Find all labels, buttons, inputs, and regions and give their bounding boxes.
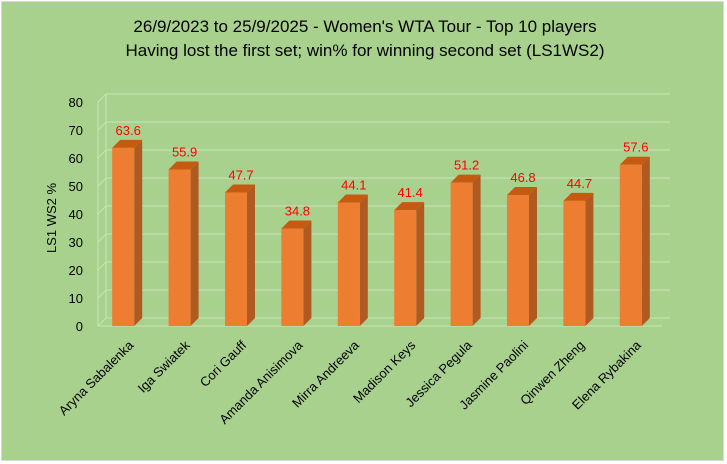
chart-title-line-1: 26/9/2023 to 25/9/2025 - Women's WTA Tou… bbox=[133, 17, 596, 36]
bar-top bbox=[225, 184, 255, 193]
bar-top bbox=[337, 194, 368, 203]
bar bbox=[563, 192, 594, 326]
chart-title-line-2: Having lost the first set; win% for winn… bbox=[125, 41, 604, 60]
data-label: 44.7 bbox=[567, 176, 592, 191]
y-tick-label: 70 bbox=[69, 123, 83, 138]
bar-top bbox=[563, 192, 594, 201]
data-label: 34.8 bbox=[285, 204, 310, 219]
bar-side bbox=[641, 156, 650, 326]
bar-top bbox=[281, 220, 312, 229]
bar bbox=[619, 156, 650, 326]
gridline-depth-1 bbox=[97, 289, 107, 299]
bar-front bbox=[225, 192, 247, 326]
y-tick-label: 60 bbox=[69, 151, 83, 166]
y-tick-label: 10 bbox=[69, 291, 83, 306]
gridline-depth-5 bbox=[97, 177, 107, 187]
y-tick-label: 20 bbox=[69, 263, 83, 278]
y-tick-label: 80 bbox=[69, 95, 83, 110]
gridline-depth-0 bbox=[97, 317, 107, 327]
y-tick-label: 30 bbox=[69, 235, 83, 250]
x-tick-label: Iga Swiatek bbox=[135, 337, 193, 395]
gridline-depth-2 bbox=[97, 261, 107, 271]
bar bbox=[225, 184, 255, 326]
bar-front bbox=[337, 202, 360, 326]
bar-front bbox=[168, 169, 191, 326]
bar-side bbox=[529, 186, 537, 326]
bar-side bbox=[585, 192, 594, 326]
bar-top bbox=[112, 139, 143, 148]
bar-side bbox=[359, 194, 368, 326]
data-label: 63.6 bbox=[116, 123, 141, 138]
bar-top bbox=[168, 161, 199, 170]
bar-side bbox=[134, 139, 143, 326]
bar bbox=[450, 174, 481, 326]
bar-side bbox=[190, 161, 199, 326]
x-tick-label: Cori Gauff bbox=[197, 337, 250, 390]
data-label: 41.4 bbox=[398, 185, 423, 200]
bar bbox=[168, 161, 199, 326]
y-axis-ticks: 0 10 20 30 40 50 60 70 80 bbox=[69, 95, 83, 334]
gridline-depth-4 bbox=[97, 205, 107, 215]
bar bbox=[507, 186, 537, 326]
bar-top bbox=[394, 202, 425, 211]
data-label: 57.6 bbox=[623, 140, 648, 155]
bars bbox=[112, 139, 650, 326]
bar-front bbox=[619, 164, 642, 326]
bar-side bbox=[416, 202, 425, 326]
data-labels: 63.6 55.9 47.7 34.8 44.1 41.4 51.2 46.8 44.7 57.6 bbox=[116, 123, 649, 219]
gridline-depth-8 bbox=[97, 93, 107, 103]
bar bbox=[337, 194, 368, 326]
data-label: 55.9 bbox=[172, 144, 197, 159]
bar-top bbox=[450, 174, 481, 183]
bar-front bbox=[563, 200, 586, 326]
data-label: 44.1 bbox=[341, 178, 366, 193]
y-tick-label: 40 bbox=[69, 207, 83, 222]
data-label: 51.2 bbox=[454, 158, 479, 173]
bar bbox=[394, 202, 425, 326]
bar-top bbox=[507, 186, 537, 195]
gridline-depth-6 bbox=[97, 149, 107, 159]
bar-front bbox=[112, 147, 135, 326]
y-tick-label: 50 bbox=[69, 179, 83, 194]
bar-top bbox=[619, 156, 650, 165]
bar bbox=[112, 139, 143, 326]
bar-front bbox=[450, 182, 473, 326]
bar-side bbox=[303, 220, 312, 326]
bar-side bbox=[247, 184, 255, 326]
y-axis-label: LS1 WS2 % bbox=[44, 183, 59, 254]
data-label: 47.7 bbox=[228, 167, 253, 182]
y-tick-label: 0 bbox=[76, 319, 83, 334]
gridline-depth-3 bbox=[97, 233, 107, 243]
data-label: 46.8 bbox=[510, 170, 535, 185]
gridline-depth-7 bbox=[97, 121, 107, 131]
bar-side bbox=[472, 174, 481, 326]
bar-front bbox=[507, 194, 529, 326]
bar-front bbox=[281, 228, 304, 326]
x-tick-label: Aryna Sabalenka bbox=[56, 337, 137, 418]
bar-front bbox=[394, 210, 417, 326]
bar bbox=[281, 220, 312, 326]
